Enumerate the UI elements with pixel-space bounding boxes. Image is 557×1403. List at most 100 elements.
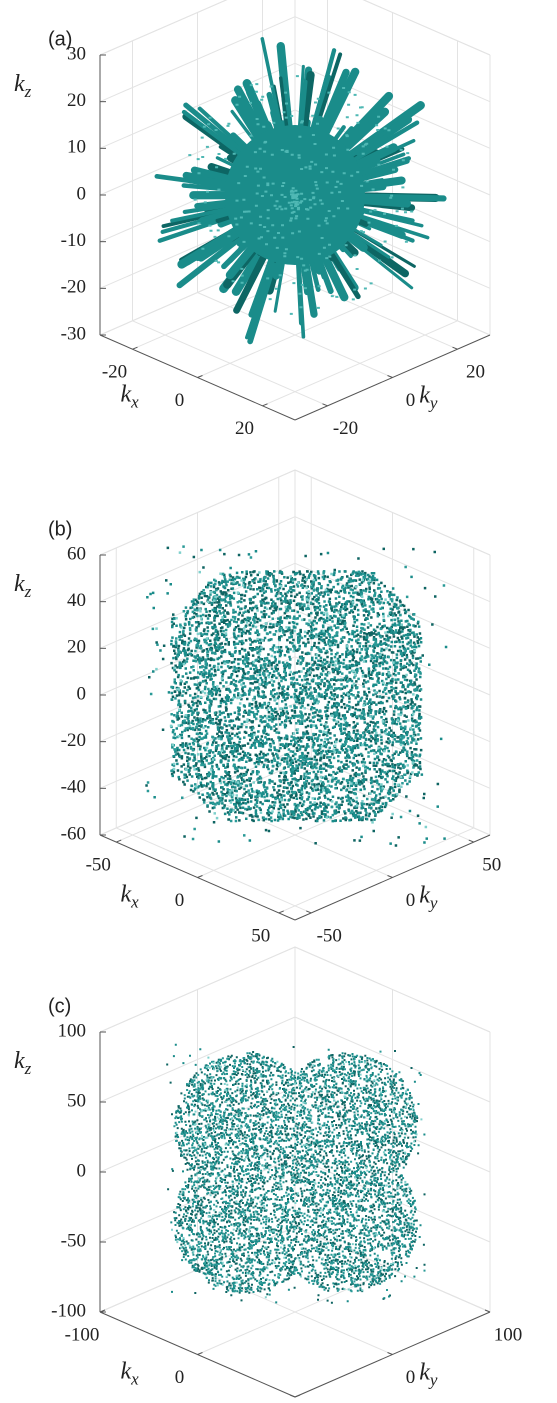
panel-label: (c) <box>48 995 71 1017</box>
y-tick-label: 100 <box>494 1324 523 1345</box>
y-tick <box>387 875 393 878</box>
y-tick-label: 20 <box>466 362 485 383</box>
grid-line <box>116 827 312 914</box>
y-axis-label: ky <box>419 1359 438 1389</box>
x-tick <box>294 1394 301 1398</box>
x-tick-label: 0 <box>175 890 185 911</box>
axis-subscript: x <box>130 1369 139 1388</box>
panel-label: (b) <box>48 518 72 540</box>
y-tick-label: -50 <box>317 925 342 946</box>
spike <box>247 254 279 345</box>
y-tick-label: -20 <box>333 418 358 439</box>
speckle <box>171 1056 423 1299</box>
y-tick-label: 0 <box>406 890 416 911</box>
z-tick-label: 50 <box>67 1090 86 1111</box>
x-tick-label: 0 <box>175 1367 185 1388</box>
y-tick <box>322 403 328 407</box>
y-tick-label: 0 <box>406 1367 416 1388</box>
highlight <box>188 75 414 315</box>
speckle <box>170 1043 426 1304</box>
y-axis-label: ky <box>419 882 438 912</box>
x-tick-label: -100 <box>65 1324 100 1345</box>
z-tick-label: -30 <box>61 323 86 344</box>
spike <box>347 210 430 240</box>
x-axis-label: kx <box>121 1358 140 1388</box>
x-tick-label: 0 <box>175 390 185 411</box>
z-tick-label: 0 <box>77 183 87 204</box>
axis-subscript: x <box>130 392 139 411</box>
axis-subscript: z <box>24 582 32 601</box>
grid-line <box>197 792 393 878</box>
x-tick <box>278 910 284 914</box>
z-axis-label: kz <box>14 571 32 601</box>
z-tick-label: 100 <box>58 1020 87 1041</box>
x-tick-label: -20 <box>102 362 127 383</box>
y-tick-label: 0 <box>406 390 416 411</box>
z-tick-label: -40 <box>61 777 86 798</box>
speckle <box>166 1046 426 1304</box>
x-axis-label: kx <box>121 381 140 411</box>
axis-subscript: y <box>428 893 438 912</box>
z-tick-label: -10 <box>61 230 86 251</box>
axis-subscript: z <box>24 82 32 101</box>
z-tick-label: 20 <box>67 90 86 111</box>
x-tick <box>262 403 268 407</box>
grid-line <box>278 756 474 843</box>
y-tick-label: 50 <box>482 854 501 875</box>
axis-letter: k <box>14 1048 25 1074</box>
z-tick-label: 60 <box>67 543 86 564</box>
isosurface <box>166 1043 426 1304</box>
z-tick-label: -60 <box>61 823 86 844</box>
x-tick <box>99 1309 106 1313</box>
x-tick-label: 50 <box>251 925 270 946</box>
x-tick-label: -50 <box>86 854 111 875</box>
grid-line <box>132 320 328 407</box>
grid-line <box>197 292 393 378</box>
axis-letter: k <box>14 571 25 597</box>
speckle <box>146 548 448 845</box>
x-tick <box>197 375 203 378</box>
z-tick-label: 10 <box>67 137 86 158</box>
speckle <box>173 1050 426 1296</box>
grid-line <box>262 263 458 350</box>
axis-subscript: z <box>24 1059 32 1078</box>
axis-letter: k <box>419 1359 430 1385</box>
spike <box>260 37 285 139</box>
y-tick <box>306 910 312 914</box>
axis-letter: k <box>419 882 430 908</box>
axis-letter: k <box>14 71 25 97</box>
x-tick <box>116 839 122 843</box>
x-tick <box>197 875 203 878</box>
z-axis-label: kz <box>14 71 32 101</box>
speckle <box>146 545 446 841</box>
axis-subscript: y <box>428 393 438 412</box>
y-tick <box>484 1309 491 1313</box>
y-tick <box>289 1394 296 1398</box>
axis-subscript: y <box>428 1370 438 1389</box>
axis-letter: k <box>121 381 132 407</box>
x-tick <box>197 1352 203 1355</box>
y-tick <box>468 839 474 843</box>
z-tick-label: 0 <box>77 683 87 704</box>
x-tick <box>132 346 138 350</box>
z-tick-label: -20 <box>61 277 86 298</box>
y-tick <box>387 375 393 378</box>
y-axis-label: ky <box>419 382 438 412</box>
y-tick <box>452 346 458 350</box>
z-tick-label: 0 <box>77 1160 87 1181</box>
isosurface <box>154 37 447 345</box>
axis-letter: k <box>121 881 132 907</box>
y-tick <box>387 1352 393 1355</box>
axis-letter: k <box>419 382 430 408</box>
z-tick-label: 40 <box>67 590 86 611</box>
z-axis-label: kz <box>14 1048 32 1078</box>
spike <box>341 112 413 164</box>
panel-label: (a) <box>48 28 72 50</box>
axis-letter: k <box>121 1358 132 1384</box>
z-tick-label: 20 <box>67 637 86 658</box>
z-tick-label: 30 <box>67 43 86 64</box>
x-tick-label: 20 <box>235 418 254 439</box>
spike <box>160 208 242 234</box>
